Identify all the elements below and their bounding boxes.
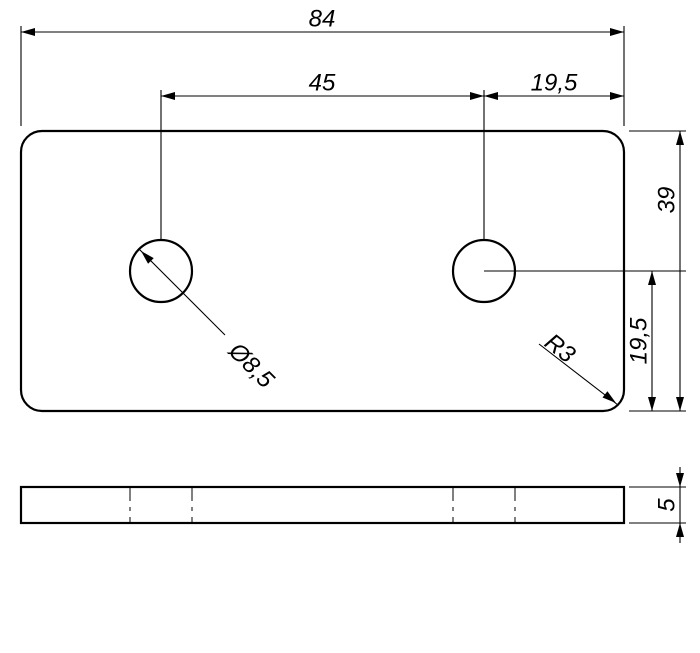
dim-value: 19,5	[531, 69, 578, 96]
dim-value: 84	[309, 5, 336, 32]
dim-value: 5	[653, 498, 680, 512]
dim-hole-offset-right: 19,5	[484, 69, 624, 100]
dim-thickness-5: 5	[653, 467, 684, 543]
dim-hole-offset-bottom: 19,5	[625, 271, 656, 411]
dim-corner-radius: R3	[539, 328, 618, 406]
dim-hole-spacing-45: 45	[161, 69, 484, 100]
dim-width-84: 84	[21, 5, 624, 36]
side-view: 5	[21, 467, 686, 543]
side-outline	[21, 487, 624, 523]
dim-value: 45	[309, 69, 336, 96]
dim-hole-diameter: Ø8,5	[138, 248, 279, 394]
dim-value: 39	[653, 187, 680, 214]
dim-value: Ø8,5	[223, 337, 280, 394]
dim-value: R3	[539, 328, 580, 369]
dim-value: 19,5	[625, 317, 652, 364]
top-view: 84 45 19,5 39	[21, 5, 686, 411]
technical-drawing: 84 45 19,5 39	[0, 0, 700, 653]
